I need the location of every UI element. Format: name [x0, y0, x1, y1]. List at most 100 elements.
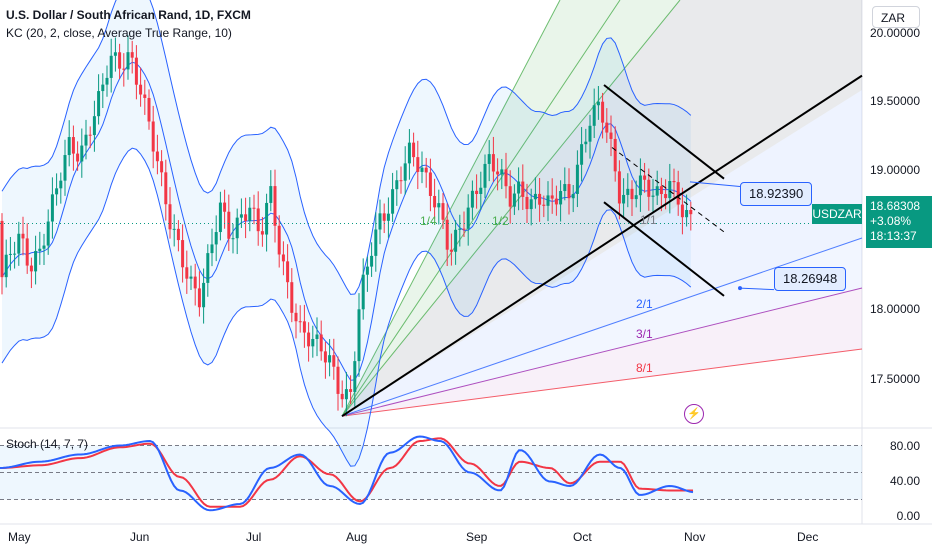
candle-body: [13, 253, 17, 255]
candle-body: [353, 361, 357, 392]
time-tick: Jul: [246, 530, 262, 544]
candle-body: [302, 321, 306, 333]
candle-body: [84, 134, 88, 146]
callout-upper-price[interactable]: 18.92390: [740, 182, 813, 206]
price-tick: 19.50000: [869, 94, 920, 108]
candle-body: [244, 214, 248, 221]
channel-lower: [603, 201, 725, 297]
candle-body: [0, 220, 4, 278]
candle-body: [332, 355, 336, 367]
candle-body: [630, 188, 634, 200]
bar-countdown: 18:13:37: [870, 229, 917, 243]
candle-body: [42, 245, 46, 249]
candle-body: [328, 355, 332, 363]
candle-body: [433, 195, 437, 208]
candle-body: [214, 232, 218, 245]
candle-body: [668, 181, 672, 199]
candle-body: [248, 207, 252, 221]
candle-body: [277, 225, 281, 255]
candle-body: [525, 196, 529, 210]
symbol-tag: USDZAR: [812, 204, 862, 224]
candle-body: [231, 238, 235, 240]
price-change: +3.08%: [870, 214, 912, 228]
candle-body: [164, 172, 168, 205]
candle-body: [181, 240, 185, 268]
fan-label: 1/1: [640, 213, 657, 227]
time-tick: Aug: [346, 530, 368, 544]
candle-body: [500, 169, 504, 175]
price-tick: 18.00000: [869, 302, 920, 316]
stoch-tick: 40.00: [889, 474, 920, 488]
candle-body: [323, 351, 327, 363]
candle-body: [647, 179, 651, 197]
stoch-label[interactable]: Stoch (14, 7, 7): [6, 437, 89, 451]
keltner-upper: [1, 0, 692, 295]
candle-body: [664, 194, 668, 199]
candle-body: [454, 229, 458, 252]
candle-body: [575, 164, 579, 194]
candle-body: [550, 195, 554, 199]
candle-body: [256, 208, 260, 232]
indicator-label[interactable]: KC (20, 2, close, Average True Range, 10…: [6, 26, 232, 40]
candle-body: [437, 203, 441, 208]
candle-body: [176, 228, 180, 241]
candle-body: [34, 250, 38, 272]
candle-body: [260, 231, 264, 235]
candle-body: [88, 134, 92, 136]
candle-body: [223, 202, 227, 212]
trendline-main: [341, 74, 863, 418]
candle-body: [592, 105, 596, 126]
candle-body: [395, 180, 399, 190]
fan-label: 2/1: [636, 297, 653, 311]
candle-body: [109, 55, 113, 78]
candle-body: [38, 248, 42, 251]
candle-body: [689, 209, 693, 215]
stoch-tick: 80.00: [889, 439, 920, 453]
candle-body: [80, 145, 84, 162]
candle-body: [21, 233, 25, 239]
candle-body: [105, 77, 109, 85]
currency-button[interactable]: ZAR: [872, 6, 920, 28]
candle-body: [76, 153, 80, 162]
candle-body: [512, 193, 516, 207]
candle-body: [17, 233, 21, 254]
candle-body: [412, 142, 416, 158]
candle-body: [424, 167, 428, 173]
candle-body: [374, 229, 378, 256]
candle-body: [122, 68, 126, 70]
candle-body: [420, 167, 424, 172]
channel-mid: [611, 147, 727, 234]
candle-body: [63, 155, 67, 181]
fan-line-1-3: [341, 0, 681, 417]
price-block: 18.68308 +3.08% 18:13:37: [866, 196, 932, 248]
time-tick: Dec: [797, 530, 819, 544]
candle-body: [92, 116, 96, 136]
candle-body: [504, 169, 508, 187]
time-tick: Sep: [466, 530, 488, 544]
callout-lower-price[interactable]: 18.26948: [774, 267, 847, 291]
candle-body: [218, 202, 222, 233]
candle-body: [349, 389, 353, 392]
fan-label: 3/1: [636, 327, 653, 341]
candle-body: [59, 180, 63, 189]
candle-body: [311, 338, 315, 347]
candle-body: [71, 137, 75, 154]
candle-body: [101, 84, 105, 92]
candle-body: [529, 199, 533, 210]
channel-upper: [603, 84, 725, 180]
candle-body: [685, 209, 689, 218]
lightning-icon[interactable]: ⚡: [684, 404, 704, 424]
candle-body: [97, 91, 101, 117]
candle-body: [613, 138, 617, 172]
candle-body: [344, 389, 348, 400]
candle-body: [609, 132, 613, 139]
candle-body: [8, 253, 12, 255]
keltner-lower: [1, 147, 692, 467]
candle-body: [580, 144, 584, 165]
candle-body: [651, 195, 655, 197]
price-tick: 17.50000: [869, 372, 920, 386]
candle-body: [672, 181, 676, 183]
candle-body: [67, 137, 71, 156]
candle-body: [554, 198, 558, 205]
